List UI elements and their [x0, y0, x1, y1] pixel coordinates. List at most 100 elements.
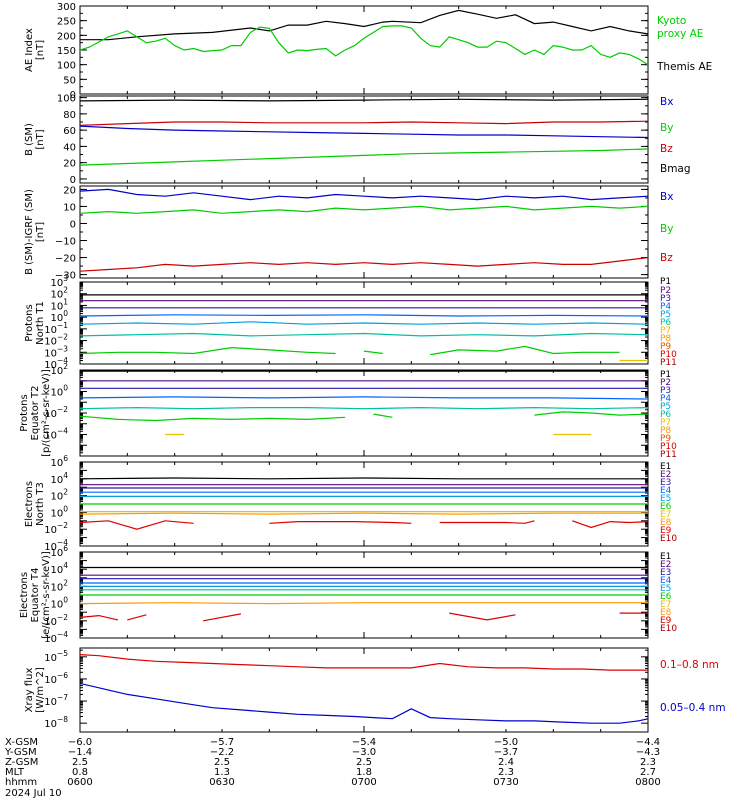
x-axis-value: −3.7: [494, 747, 518, 758]
legend-entry: P1: [660, 370, 671, 380]
y-tick-label: 40: [63, 142, 76, 153]
legend-entry: P1: [660, 277, 671, 287]
legend-entry: P10: [660, 350, 677, 360]
data-series-line: [80, 682, 648, 724]
legend-entry: P7: [660, 418, 671, 428]
x-axis-value: −1.4: [68, 747, 92, 758]
x-axis-value: −4.3: [636, 747, 660, 758]
legend-entry: P5: [660, 310, 671, 320]
legend-entry: E1: [660, 552, 671, 562]
y-tick-label: 10−5: [44, 649, 68, 664]
y-axis-label: B (SM)-IGRF (SM): [24, 189, 35, 275]
x-axis-value: 0630: [209, 777, 234, 788]
legend-entry: P4: [660, 302, 671, 312]
legend-entry: E6: [660, 502, 672, 512]
x-axis-value: −5.7: [210, 737, 234, 748]
legend-entry: Bx: [660, 96, 673, 108]
x-axis-value: 2.3: [498, 767, 514, 778]
x-axis-row-label: hhmm: [5, 777, 37, 788]
x-axis-value: 0730: [493, 777, 518, 788]
y-axis-label: AE Index: [24, 28, 35, 72]
y-tick-label: 150: [57, 46, 76, 57]
legend-entry: Bz: [660, 143, 673, 155]
x-axis-value: 2.5: [214, 757, 230, 768]
data-series-line: [127, 614, 147, 621]
data-series-line: [80, 614, 119, 621]
legend-entry: P9: [660, 434, 671, 444]
series-group: [80, 566, 648, 622]
data-series-line: [439, 520, 535, 524]
legend-entry: E10: [660, 624, 677, 634]
y-tick-label: −30: [55, 271, 76, 282]
legend-entry: P4: [660, 394, 671, 404]
legend-entry: By: [660, 122, 673, 134]
legend-entry: E9: [660, 526, 672, 536]
data-series-line: [80, 25, 648, 66]
data-series-line: [80, 148, 648, 166]
series-group: [80, 188, 648, 272]
y-axis-label: Protons: [24, 304, 35, 341]
legend-entry: Bz: [660, 252, 673, 264]
data-series-line: [80, 406, 648, 410]
data-series-line: [80, 188, 648, 201]
y-tick-label: 10−7: [44, 693, 68, 708]
legend-entry: E5: [660, 494, 671, 504]
x-axis-value: −6.0: [68, 737, 92, 748]
legend-entry: 0.05–0.4 nm: [660, 702, 726, 714]
legend-entry: E8: [660, 608, 672, 618]
x-axis-value: 2.3: [640, 757, 656, 768]
x-axis-row-label: MLT: [5, 767, 25, 778]
legend-entry: proxy AE: [657, 28, 703, 40]
y-axis-label: North T3: [35, 482, 46, 526]
x-axis-value: 2.7: [640, 767, 656, 778]
x-axis-value: 1.8: [356, 767, 372, 778]
y-axis-label: North T1: [35, 301, 46, 345]
data-series-line: [363, 350, 383, 355]
panel-8: 10−5 10−6 10−7 10−8 Xray flux [W/m^2] 0.1–0.8 …: [24, 647, 726, 733]
legend-entry: P6: [660, 318, 671, 328]
data-series-line: [80, 654, 648, 671]
x-axis-value: −5.0: [494, 737, 518, 748]
panel-frame: [79, 647, 649, 733]
panel-frame: [79, 369, 649, 457]
y-axis-label: Protons: [19, 394, 30, 431]
data-series-line: [80, 321, 648, 325]
legend-entry: E8: [660, 518, 672, 528]
y-tick-label: 200: [57, 31, 76, 42]
data-series-line: [572, 520, 648, 529]
legend-entry: P5: [660, 402, 671, 412]
data-series-line: [80, 602, 648, 605]
legend-entry: E5: [660, 584, 671, 594]
x-axis-value: 2.5: [72, 757, 88, 768]
x-axis-value: 0600: [67, 777, 92, 788]
y-tick-label: 0: [70, 219, 76, 230]
legend-entry: E2: [660, 560, 671, 570]
data-series-line: [80, 120, 648, 126]
y-tick-label: 100: [50, 504, 68, 519]
legend-entry: E7: [660, 510, 671, 520]
data-series-line: [202, 613, 242, 622]
y-tick-label: 20: [63, 185, 76, 196]
data-series-line: [80, 520, 194, 530]
y-axis-label: Equator T2: [30, 386, 41, 441]
y-tick-label: 104: [50, 471, 68, 486]
y-tick-label: 100: [57, 94, 76, 105]
legend-entry: E4: [660, 576, 672, 586]
y-tick-label: 60: [63, 126, 76, 137]
series-group: [80, 654, 648, 724]
data-series-line: [269, 520, 412, 524]
series-group: [80, 477, 648, 530]
y-axis-label: [nT]: [35, 129, 46, 149]
y-axis-label: Xray flux: [24, 668, 35, 713]
series-group: [80, 98, 648, 166]
legend-entry: E1: [660, 462, 671, 472]
y-tick-label: 102: [50, 488, 68, 503]
legend-entry: E2: [660, 470, 671, 480]
date-label: 2024 Jul 10: [5, 788, 62, 799]
legend-entry: Bx: [660, 191, 673, 203]
